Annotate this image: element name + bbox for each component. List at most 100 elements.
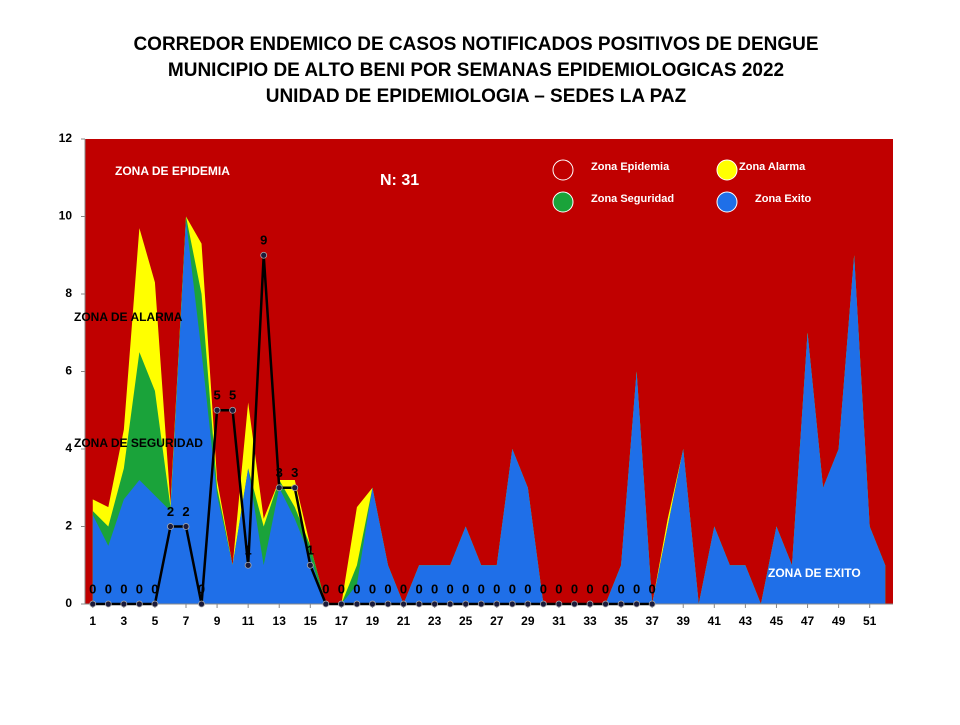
case-point: [602, 600, 609, 608]
case-point: [151, 600, 159, 608]
data-label: 0: [198, 581, 205, 596]
case-point: [104, 600, 112, 608]
x-tick-label: 19: [366, 614, 380, 628]
annotation: ZONA DE EXITO: [768, 566, 861, 580]
x-tick-label: 17: [335, 614, 349, 628]
data-label: 0: [151, 581, 158, 596]
x-tick-label: 11: [242, 614, 255, 628]
data-label: 0: [649, 581, 656, 596]
case-point: [431, 600, 439, 608]
case-point: [462, 600, 470, 608]
legend-marker: [716, 191, 738, 213]
annotation: ZONA DE EPIDEMIA: [115, 164, 230, 178]
data-label: 0: [105, 581, 112, 596]
case-point: [555, 600, 563, 608]
case-point: [213, 406, 221, 414]
annotation: N: 31: [380, 172, 419, 189]
data-label: 0: [586, 581, 593, 596]
x-tick-label: 21: [397, 614, 411, 628]
data-label: 0: [478, 581, 485, 596]
x-tick-label: 49: [832, 614, 846, 628]
case-point: [275, 484, 283, 492]
y-tick-label: 2: [65, 519, 72, 533]
case-point: [539, 600, 547, 608]
data-label: 0: [633, 581, 640, 596]
case-point: [167, 523, 174, 530]
case-point: [306, 561, 314, 569]
data-label: 2: [182, 504, 189, 519]
data-label: 0: [353, 581, 360, 596]
data-label: 0: [540, 581, 547, 596]
case-point: [198, 600, 205, 608]
data-label: 0: [509, 581, 516, 596]
case-point: [586, 600, 594, 608]
x-tick-label: 27: [490, 614, 504, 628]
case-point: [571, 600, 578, 608]
data-label: 5: [213, 388, 220, 403]
y-tick-label: 8: [65, 286, 72, 300]
x-tick-label: 25: [459, 614, 473, 628]
x-tick-label: 35: [614, 614, 628, 628]
chart-title: CORREDOR ENDEMICO DE CASOS NOTIFICADOS P…: [133, 34, 818, 55]
y-tick-label: 6: [65, 364, 72, 378]
data-label: 0: [602, 581, 609, 596]
case-point: [415, 600, 423, 608]
y-tick-label: 12: [59, 131, 73, 145]
x-tick-label: 45: [770, 614, 784, 628]
y-tick-label: 10: [59, 209, 73, 223]
data-label: 0: [555, 581, 562, 596]
legend-marker: [552, 191, 574, 213]
data-label: 0: [493, 581, 500, 596]
case-point: [182, 523, 190, 530]
annotation: ZONA DE ALARMA: [74, 310, 183, 324]
legend-label: Zona Exito: [755, 193, 812, 205]
data-label: 0: [571, 581, 578, 596]
data-label: 0: [617, 581, 624, 596]
data-label: 0: [400, 581, 407, 596]
data-label: 0: [415, 581, 422, 596]
legend-marker: [716, 159, 738, 181]
data-label: 0: [462, 581, 469, 596]
data-label: 0: [120, 581, 127, 596]
data-label: 0: [447, 581, 454, 596]
legend-label: Zona Seguridad: [591, 193, 674, 205]
annotation: ZONA DE SEGURIDAD: [74, 436, 203, 450]
x-tick-label: 3: [121, 614, 128, 628]
x-tick-label: 23: [428, 614, 442, 628]
legend-marker: [552, 159, 574, 181]
data-label: 1: [245, 543, 252, 558]
x-tick-label: 5: [152, 614, 159, 628]
legend-label: Zona Epidemia: [591, 161, 670, 173]
x-tick-label: 7: [183, 614, 190, 628]
data-label: 0: [338, 581, 345, 596]
case-point: [477, 600, 485, 608]
case-point: [291, 484, 299, 492]
y-tick-label: 4: [65, 441, 72, 455]
case-point: [337, 600, 345, 608]
case-point: [446, 600, 454, 608]
data-label: 3: [276, 465, 283, 480]
x-tick-label: 29: [521, 614, 535, 628]
case-point: [135, 600, 143, 608]
chart-title: UNIDAD DE EPIDEMIOLOGIA – SEDES LA PAZ: [266, 86, 687, 107]
x-tick-label: 1: [89, 614, 96, 628]
x-tick-label: 41: [708, 614, 722, 628]
chart-title: MUNICIPIO DE ALTO BENI POR SEMANAS EPIDE…: [168, 60, 784, 81]
case-point: [524, 600, 532, 608]
case-point: [244, 561, 252, 569]
legend-label: Zona Alarma: [739, 161, 806, 173]
data-label: 3: [291, 465, 298, 480]
data-label: 0: [524, 581, 531, 596]
case-point: [633, 600, 641, 608]
y-tick-label: 0: [65, 596, 72, 610]
data-label: 0: [431, 581, 438, 596]
x-tick-label: 33: [583, 614, 597, 628]
case-point: [648, 600, 656, 608]
case-point: [493, 600, 501, 608]
case-point: [369, 600, 376, 608]
case-point: [384, 600, 392, 608]
data-label: 0: [369, 581, 376, 596]
case-point: [617, 600, 625, 608]
case-point: [353, 600, 361, 608]
